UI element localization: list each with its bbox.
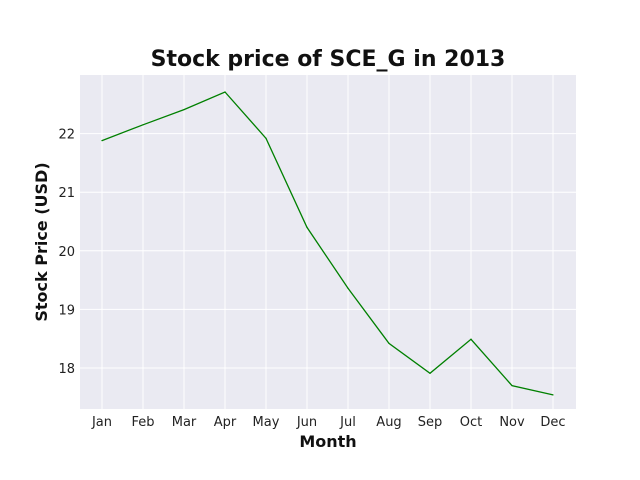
x-tick-label: Aug [376,415,401,430]
x-tick-label: Jun [296,415,317,430]
data-point [183,108,185,111]
x-tick-label: Sep [418,415,443,430]
plot-area [80,75,576,409]
data-point [429,372,431,374]
y-axis-label: Stock Price (USD) [32,162,51,321]
data-point [224,91,226,93]
series-line [101,91,554,396]
x-tick-label: Oct [460,415,482,430]
grid [80,75,576,409]
data-point [306,226,308,228]
x-tick-label: May [253,415,280,430]
data-point [552,394,554,396]
x-tick-label: Feb [131,415,154,430]
data-point [388,342,390,344]
data-point [347,287,349,289]
data-point [101,140,103,142]
x-tick-label: Nov [499,415,525,430]
y-tick-label: 21 [58,186,75,201]
data-point [511,384,513,387]
y-tick-label: 22 [58,128,75,143]
chart-title: Stock price of SCE_G in 2013 [151,47,506,72]
x-tick-label: Jan [91,415,112,430]
x-tick-label: Dec [540,415,565,430]
series-layer [101,91,554,396]
data-point [265,137,267,139]
x-tick-label: Mar [172,415,197,430]
y-axis: 18 19 20 21 22 [58,128,75,377]
y-tick-label: 20 [58,245,75,260]
x-tick-label: Apr [214,415,237,430]
data-point [470,338,472,340]
y-tick-label: 18 [58,362,75,377]
x-axis: Jan Feb Mar Apr May Jun Jul Aug Sep Oct Nov Dec [91,415,566,430]
x-axis-label: Month [299,432,356,451]
data-point [142,124,144,126]
x-tick-label: Jul [339,415,356,430]
y-tick-label: 19 [58,303,75,318]
